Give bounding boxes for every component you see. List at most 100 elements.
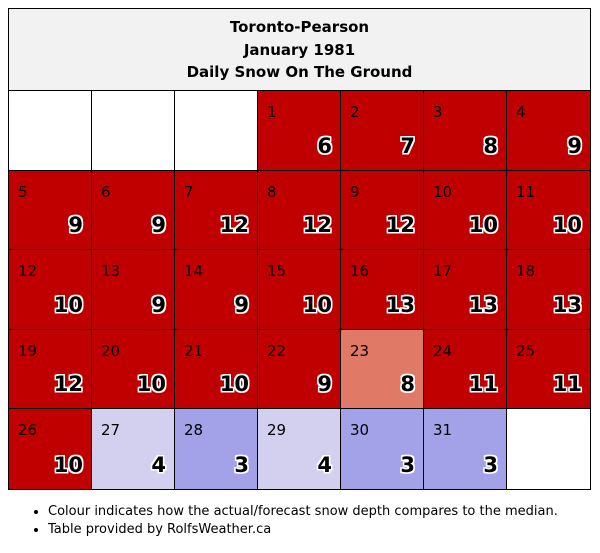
calendar-header: Toronto-Pearson January 1981 Daily Snow … [9,9,590,91]
day-cell: 11 10 [507,170,590,251]
empty-day-cell [9,91,92,171]
day-cell: 18 13 [507,250,590,330]
day-cell: 8 12 [258,170,341,251]
snow-depth-value: 9 [68,213,83,238]
day-number: 9 [350,182,360,201]
day-number: 14 [184,262,204,281]
day-number: 1 [267,103,277,121]
empty-day-cell [175,91,258,171]
day-number: 2 [350,103,360,121]
day-number: 29 [267,421,287,440]
day-cell: 17 13 [424,250,507,330]
day-cell: 15 10 [258,250,341,330]
snow-depth-value: 10 [136,372,166,397]
snow-depth-value: 10 [219,372,249,397]
day-number: 20 [101,341,121,360]
day-number: 12 [18,262,38,281]
snow-depth-value: 3 [400,452,415,477]
day-number: 19 [18,341,38,360]
day-number: 28 [184,421,204,440]
day-number: 5 [18,182,28,201]
empty-day-cell [92,91,175,171]
day-cell: 21 10 [175,329,258,410]
day-number: 31 [433,421,453,440]
day-number: 4 [516,103,526,121]
snow-depth-value: 10 [53,452,83,477]
snow-depth-value: 9 [151,213,166,238]
day-number: 10 [433,182,453,201]
snow-depth-value: 8 [483,133,498,158]
day-number: 3 [433,103,443,121]
day-cell: 27 4 [92,409,175,489]
day-cell: 7 12 [175,170,258,251]
snow-depth-value: 4 [151,452,166,477]
day-cell: 16 13 [341,250,424,330]
snow-depth-value: 4 [317,452,332,477]
day-number: 16 [350,262,370,281]
day-number: 17 [433,262,453,281]
day-cell: 26 10 [9,409,92,489]
day-number: 22 [267,341,287,360]
day-number: 26 [18,421,38,440]
snow-depth-value: 13 [385,292,415,317]
day-number: 11 [516,182,536,201]
snow-depth-value: 10 [468,213,498,238]
day-cell: 22 9 [258,329,341,410]
empty-day-cell [507,409,590,489]
snow-depth-value: 9 [234,292,249,317]
snow-depth-value: 9 [151,292,166,317]
calendar-grid: 1 6 2 7 3 8 4 9 5 9 6 9 7 12 8 12 9 12 10 10 11 10 12 10 13 9 14 9 1… [9,91,590,489]
day-cell: 31 3 [424,409,507,489]
day-cell: 13 9 [92,250,175,330]
day-number: 7 [184,182,194,201]
day-cell: 23 8 [341,329,424,410]
snow-depth-value: 8 [400,372,415,397]
day-number: 27 [101,421,121,440]
snow-depth-value: 10 [552,213,582,238]
calendar-table: Toronto-Pearson January 1981 Daily Snow … [8,8,591,490]
station-name: Toronto-Pearson [229,18,370,36]
table-title: Daily Snow On The Ground [186,63,413,81]
snow-depth-value: 12 [53,372,83,397]
snow-depth-value: 7 [400,133,415,158]
note-credit: Table provided by RolfsWeather.ca [48,521,558,539]
day-cell: 14 9 [175,250,258,330]
snow-depth-value: 11 [552,372,582,397]
day-number: 6 [101,182,111,201]
day-cell: 24 11 [424,329,507,410]
day-cell: 9 12 [341,170,424,251]
day-cell: 19 12 [9,329,92,410]
day-cell: 30 3 [341,409,424,489]
snow-depth-value: 9 [317,372,332,397]
day-number: 30 [350,421,370,440]
day-number: 13 [101,262,121,281]
snow-depth-value: 12 [219,213,249,238]
day-number: 8 [267,182,277,201]
day-number: 25 [516,341,536,360]
day-number: 23 [350,341,370,360]
snow-depth-value: 12 [302,213,332,238]
snow-depth-value: 10 [53,292,83,317]
snow-depth-value: 9 [567,133,582,158]
notes-list: Colour indicates how the actual/forecast… [28,503,558,539]
day-cell: 12 10 [9,250,92,330]
day-number: 18 [516,262,536,281]
day-cell: 29 4 [258,409,341,489]
snow-depth-value: 12 [385,213,415,238]
day-cell: 10 10 [424,170,507,251]
snow-depth-value: 13 [468,292,498,317]
snow-depth-value: 10 [302,292,332,317]
day-number: 24 [433,341,453,360]
day-cell: 20 10 [92,329,175,410]
note-colour-legend: Colour indicates how the actual/forecast… [48,503,558,521]
snow-depth-value: 13 [552,292,582,317]
day-number: 21 [184,341,204,360]
snow-depth-value: 3 [234,452,249,477]
day-number: 15 [267,262,287,281]
